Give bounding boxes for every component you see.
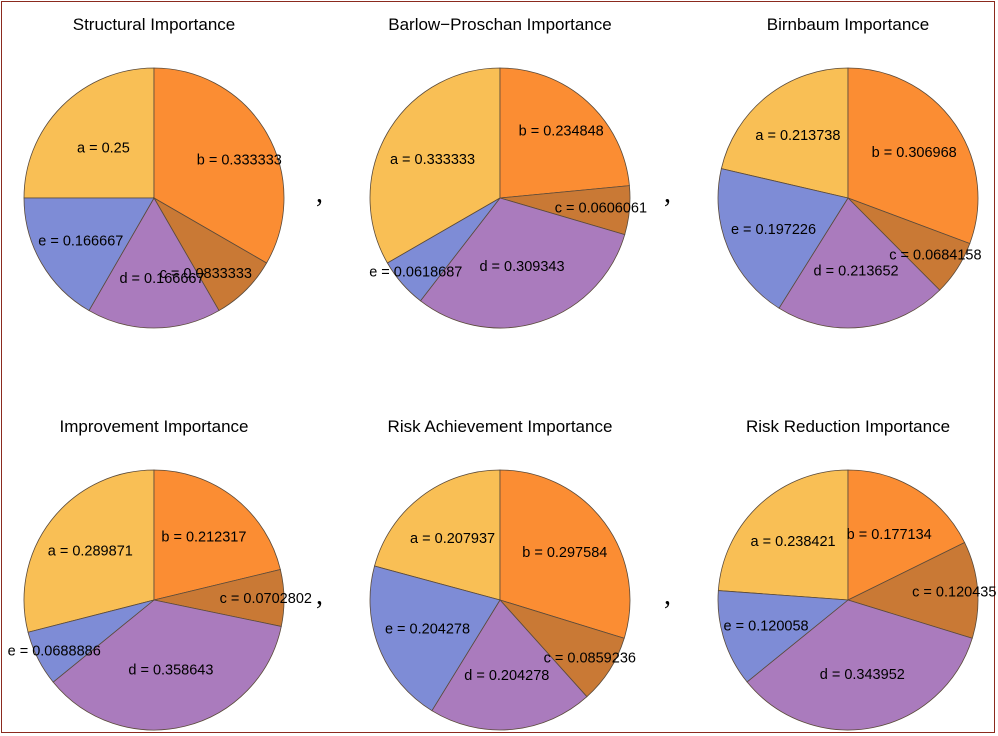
separator-comma: ,: [664, 580, 671, 611]
pie-slice-b: [499, 469, 631, 639]
pie-slice-a: [720, 67, 849, 199]
slice-label-a: a = 0.25: [77, 140, 130, 156]
pie-slice-b: [847, 469, 966, 601]
slice-label-c: c = 0.120435: [912, 585, 996, 601]
pie-slice-d: [778, 197, 941, 329]
pie-slice-c: [846, 542, 979, 639]
pie-slice-d: [431, 599, 588, 731]
pie-slice-e: [717, 590, 850, 683]
pie-chart: Risk Achievement Importance a = 0.207937 b…: [369, 417, 636, 731]
slice-label-d: d = 0.343952: [820, 667, 905, 683]
slice-label-c: c = 0.0606061: [555, 201, 647, 217]
slice-label-b: b = 0.234848: [519, 124, 604, 140]
pie-slice-a: [717, 469, 849, 601]
pie-slice-a: [369, 67, 501, 264]
slice-label-b: b = 0.177134: [847, 527, 932, 543]
pie-chart: Improvement Importance a = 0.289871 b = 0.…: [8, 417, 312, 731]
separator-comma: ,: [316, 580, 323, 611]
pie-slice-b: [847, 67, 979, 245]
slice-label-e: e = 0.0688886: [8, 643, 101, 659]
pie-slice-e: [369, 565, 501, 712]
slice-label-d: d = 0.213652: [814, 263, 899, 279]
pie-slice-a: [23, 67, 155, 199]
pie-chart: Structural Importance a = 0.25 b = 0.33333…: [23, 15, 285, 329]
pie-slice-d: [419, 197, 626, 329]
separator-comma: ,: [664, 178, 671, 209]
slice-label-e: e = 0.0618687: [369, 265, 462, 281]
slice-label-a: a = 0.207937: [410, 531, 495, 547]
slice-label-e: e = 0.166667: [38, 233, 123, 249]
chart-title: Barlow−Proschan Importance: [388, 15, 611, 34]
chart-title: Birnbaum Importance: [767, 15, 930, 34]
separator-comma: ,: [316, 178, 323, 209]
slice-label-c: c = 0.0684158: [889, 247, 981, 263]
pie-slice-b: [499, 67, 630, 199]
pie-slice-d: [88, 197, 220, 329]
pie-slice-d: [52, 599, 282, 731]
slice-label-e: e = 0.120058: [724, 619, 809, 635]
slice-label-d: d = 0.204278: [464, 668, 549, 684]
chart-title: Risk Achievement Importance: [388, 417, 613, 436]
pie-slice-e: [23, 197, 155, 312]
slice-label-d: d = 0.309343: [479, 259, 564, 275]
chart-title: Structural Importance: [73, 15, 236, 34]
pie-slice-a: [374, 469, 501, 601]
pie-slice-a: [23, 469, 155, 633]
pie-slice-e: [717, 168, 849, 309]
slice-label-a: a = 0.238421: [751, 534, 836, 550]
slice-label-c: c = 0.0859236: [544, 650, 636, 666]
pie-slice-b: [153, 469, 281, 601]
chart-title: Improvement Importance: [60, 417, 249, 436]
slice-label-b: b = 0.297584: [522, 545, 607, 561]
slice-label-b: b = 0.212317: [161, 530, 246, 546]
slice-label-e: e = 0.204278: [385, 622, 470, 638]
slice-label-a: a = 0.213738: [755, 128, 840, 144]
slice-label-a: a = 0.289871: [48, 544, 133, 560]
pie-slice-b: [153, 67, 285, 264]
pie-slice-e: [386, 197, 501, 302]
pie-slice-e: [27, 599, 155, 683]
pie-chart: Birnbaum Importance a = 0.213738 b = 0.306…: [717, 15, 982, 329]
chart-title: Risk Reduction Importance: [746, 417, 950, 436]
pie-chart: Barlow−Proschan Importance a = 0.333333 b …: [369, 15, 647, 329]
slice-label-a: a = 0.333333: [390, 152, 475, 168]
slice-label-b: b = 0.306968: [872, 145, 957, 161]
slice-label-e: e = 0.197226: [731, 222, 816, 238]
pie-chart: Risk Reduction Importance a = 0.238421 b =…: [717, 417, 996, 731]
pie-slice-d: [746, 599, 973, 731]
slice-label-c: c = 0.0702802: [220, 591, 312, 607]
slice-label-c: c = 0.0833333: [160, 266, 252, 282]
slice-label-d: d = 0.358643: [128, 663, 213, 679]
slice-label-b: b = 0.333333: [197, 153, 282, 169]
slice-label-d: d = 0.166667: [119, 271, 204, 287]
